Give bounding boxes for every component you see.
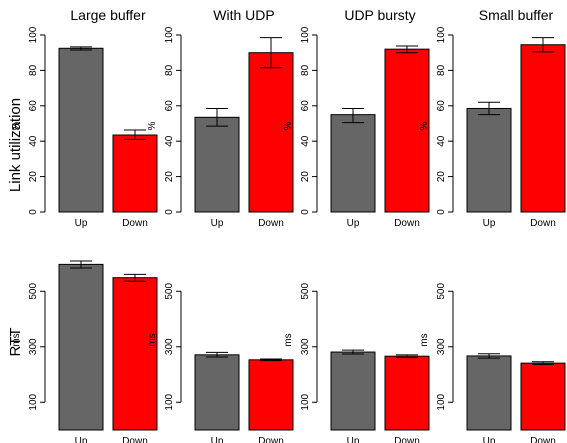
category-label: Up	[483, 218, 496, 229]
y-tick-label: 0	[436, 209, 447, 215]
category-label: Up	[483, 436, 496, 443]
y-tick-label: 0	[300, 209, 311, 215]
y-tick-label: 40	[28, 135, 39, 147]
bar-up	[194, 116, 240, 213]
category-label: Down	[122, 218, 148, 229]
bar-up	[58, 263, 104, 431]
category-label: Down	[394, 436, 420, 443]
y-tick-label: 60	[300, 100, 311, 112]
panels: Large buffer 0 20 40 60 80 100% Up Down With UDP 0…	[11, 7, 566, 443]
bar-down	[112, 134, 158, 213]
y-tick-label: 500	[164, 283, 175, 300]
category-label: Down	[258, 218, 284, 229]
panel-utilization-2: With UDP 0 20 40 60 80 100% Up Down	[147, 7, 294, 229]
category-label: Up	[75, 218, 88, 229]
y-tick-label: 80	[164, 64, 175, 76]
y-tick-label: 100	[28, 393, 39, 410]
y-tick-label: 60	[436, 100, 447, 112]
bar-up	[330, 114, 376, 213]
y-axis-label: ms	[147, 333, 158, 346]
row-label-utilization: Link utilization	[7, 98, 24, 192]
category-label: Up	[347, 218, 360, 229]
y-tick-label: 0	[164, 209, 175, 215]
panel-utilization-1: Large buffer 0 20 40 60 80 100% Up Down	[11, 7, 158, 229]
bar-up	[58, 47, 104, 213]
bar-down	[384, 355, 430, 431]
bar-down	[248, 359, 294, 431]
y-axis-label: %	[419, 121, 430, 130]
y-tick-label: 20	[436, 171, 447, 183]
panel-rtt-4: 100 300 500 ms Up Down	[419, 283, 566, 443]
y-tick-label: 20	[28, 171, 39, 183]
panel-rtt-2: 100 300 500 ms Up Down	[147, 283, 294, 443]
panel-title: UDP bursty	[344, 7, 415, 23]
y-tick-label: 500	[436, 283, 447, 300]
category-label: Up	[347, 436, 360, 443]
bar-up	[330, 351, 376, 431]
y-tick-label: 0	[28, 209, 39, 215]
category-label: Down	[530, 436, 556, 443]
category-label: Down	[394, 218, 420, 229]
y-axis-label: %	[11, 121, 22, 130]
category-label: Up	[211, 436, 224, 443]
panel-utilization-3: UDP bursty 0 20 40 60 80 100% Up Down	[283, 7, 430, 229]
bar-up	[466, 355, 512, 431]
category-label: Down	[122, 436, 148, 443]
y-tick-label: 300	[300, 338, 311, 355]
y-tick-label: 40	[300, 135, 311, 147]
y-axis-label: ms	[419, 333, 430, 346]
y-tick-label: 100	[300, 26, 311, 43]
category-label: Up	[75, 436, 88, 443]
y-tick-label: 100	[28, 26, 39, 43]
y-tick-label: 300	[436, 338, 447, 355]
row-label-rtt: RTT	[7, 328, 24, 357]
y-tick-label: 80	[28, 64, 39, 76]
y-tick-label: 60	[28, 100, 39, 112]
y-tick-label: 80	[436, 64, 447, 76]
y-tick-label: 100	[164, 393, 175, 410]
y-tick-label: 20	[164, 171, 175, 183]
y-axis-label: ms	[283, 333, 294, 346]
y-tick-label: 100	[436, 393, 447, 410]
bar-down	[248, 52, 294, 213]
category-label: Up	[211, 218, 224, 229]
bar-up	[466, 107, 512, 213]
panel-utilization-4: Small buffer 0 20 40 60 80 100% Up Down	[419, 7, 566, 229]
panel-title: With UDP	[213, 7, 274, 23]
y-axis-label: %	[147, 121, 158, 130]
y-tick-label: 500	[28, 283, 39, 300]
y-tick-label: 80	[300, 64, 311, 76]
y-tick-label: 40	[164, 135, 175, 147]
bar-down	[384, 48, 430, 213]
panel-title: Large buffer	[70, 7, 146, 23]
category-label: Down	[258, 436, 284, 443]
y-tick-label: 20	[300, 171, 311, 183]
y-tick-label: 300	[28, 338, 39, 355]
bar-down	[520, 44, 566, 213]
panel-title: Small buffer	[479, 7, 554, 23]
panel-rtt-1: 100 300 500 ms Up Down	[11, 260, 158, 443]
y-tick-label: 500	[300, 283, 311, 300]
y-tick-label: 100	[164, 26, 175, 43]
y-axis-label: ms	[11, 333, 22, 346]
y-axis-label: %	[283, 121, 294, 130]
bar-up	[194, 354, 240, 431]
category-label: Down	[530, 218, 556, 229]
y-tick-label: 300	[164, 338, 175, 355]
y-tick-label: 60	[164, 100, 175, 112]
bar-down	[520, 362, 566, 431]
panel-rtt-3: 100 300 500 ms Up Down	[283, 283, 430, 443]
y-tick-label: 100	[300, 393, 311, 410]
y-tick-label: 100	[436, 26, 447, 43]
y-tick-label: 40	[436, 135, 447, 147]
bar-down	[112, 277, 158, 431]
